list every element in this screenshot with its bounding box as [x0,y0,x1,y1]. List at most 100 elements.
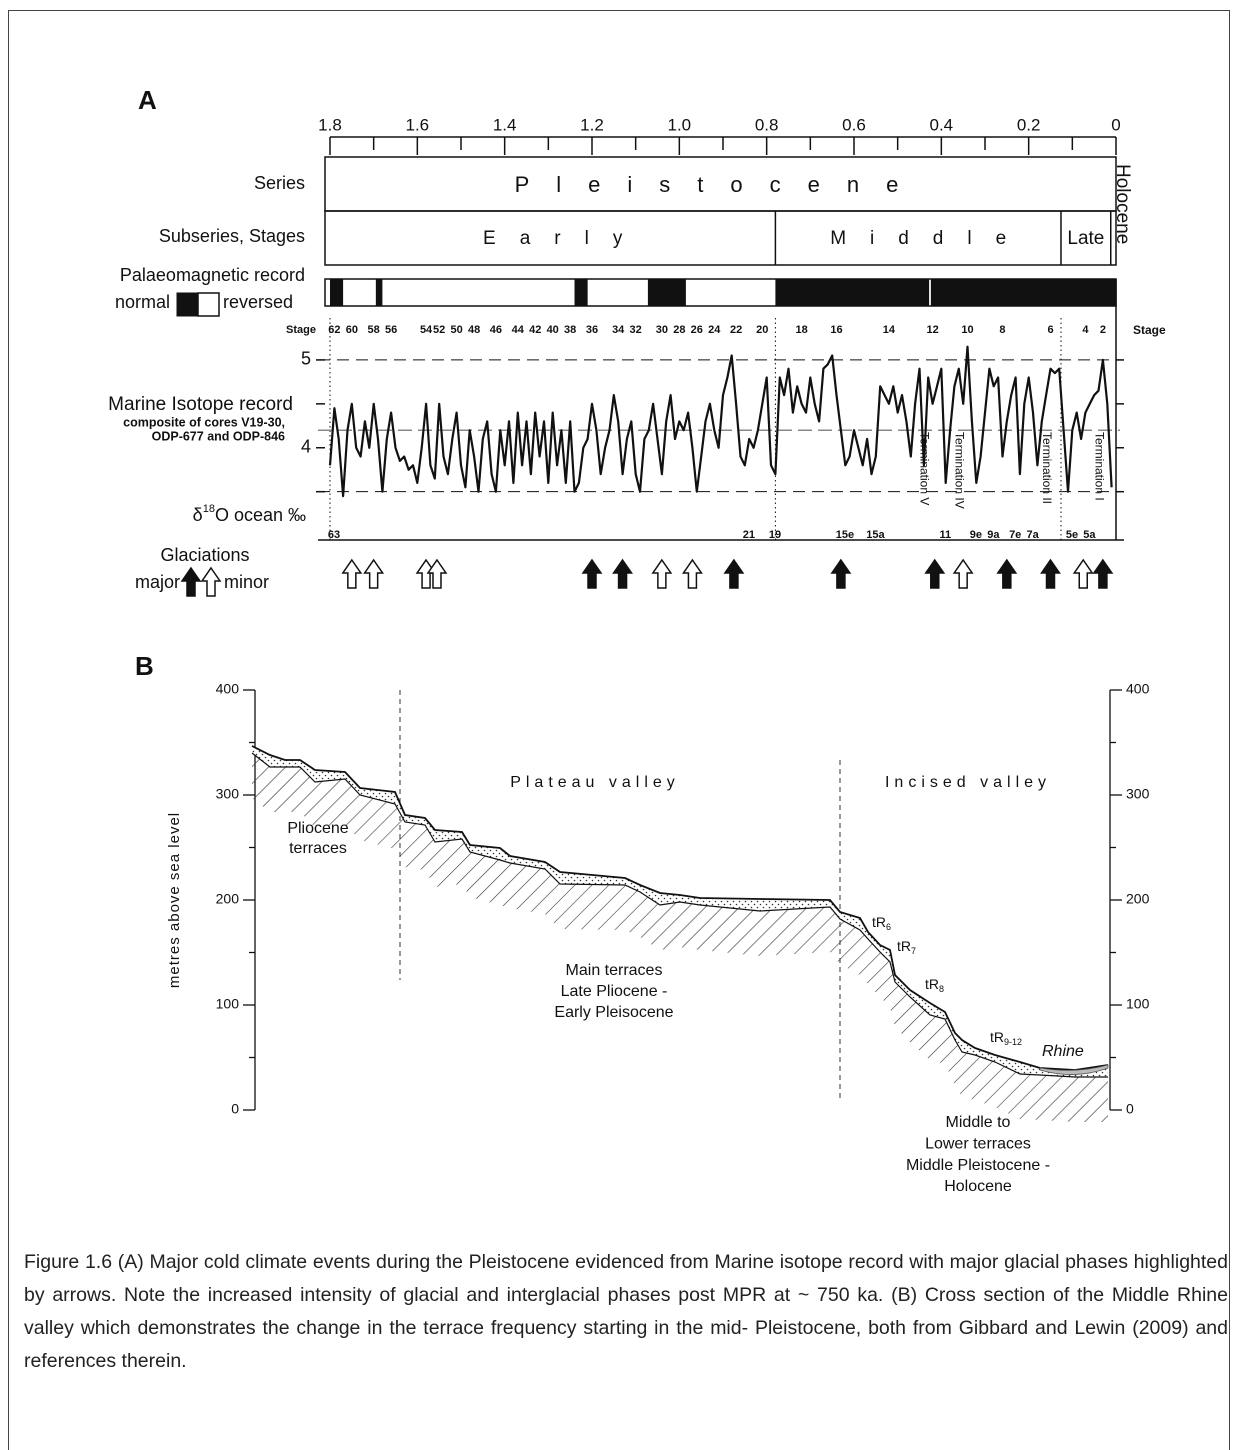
stage-number: 6 [1047,324,1053,336]
profile-label: Early Pleisocene [554,1004,673,1021]
termination-label: Termination IV [953,432,967,509]
terrace-deposit [252,746,1108,1077]
stage-number: 63 [328,529,340,541]
glaciation-label: Glaciations [160,545,249,565]
glaciation-label: major [135,572,180,592]
stage-number: 34 [612,324,625,336]
stage-number: 56 [385,324,397,336]
stage-number: 52 [433,324,445,336]
subseries-box [324,210,1117,266]
normal-polarity [647,279,686,306]
terrace-sub: 7 [911,946,916,956]
stage-number: 5e [1066,529,1078,541]
x-tick-label: 0.6 [842,115,866,134]
x-tick-label: 1.4 [493,115,517,134]
terrace-base: tR [990,1029,1004,1045]
normal-polarity [375,279,383,306]
stage-number: 9e [970,529,982,541]
y-tick-label: 300 [216,786,240,802]
legend-swatch [197,292,220,317]
y-tick-label: 400 [1126,681,1150,697]
stage-number: 32 [630,324,642,336]
stage-number: 2 [1100,324,1106,336]
minor-glaciation [682,558,703,589]
y-tick-label: 400 [216,681,240,697]
stage-number: 62 [328,324,340,336]
stage-number: 42 [529,324,541,336]
minor-glaciation [1072,558,1094,589]
normal-polarity [330,279,344,306]
stage-number: 12 [926,324,938,336]
y-tick-label: 200 [1126,891,1150,907]
axis-label-sup: 18 [203,503,215,515]
zone-label: Incised valley [885,774,1051,791]
major-glaciation [1092,558,1114,589]
terrace-label: tR6 [872,914,891,933]
y-tick-label: 0 [1126,1101,1134,1117]
profile-label: Holocene [944,1178,1012,1195]
stage-number: 38 [564,324,576,336]
bedrock-hatch [252,753,1108,1122]
stage-number: 46 [490,324,502,336]
stage-number: 15a [866,529,885,541]
isotope-curve [328,345,1113,498]
stage-number: 8 [999,324,1005,336]
unit-name: Middle [830,228,1030,249]
termination-label: Termination I [1092,432,1106,501]
stage-number: 54 [420,324,433,336]
terrace-label: tR9-12 [990,1029,1022,1048]
holocene-label: Holocene [1112,164,1133,244]
minor-glaciation [426,558,448,589]
y-axis-label: metres above sea level [166,812,183,988]
figure-frame [8,10,1230,1450]
stage-number: 30 [656,324,668,336]
terrace-sub: 6 [886,922,891,932]
terrace-sub: 9-12 [1004,1037,1022,1047]
stage-number: 50 [451,324,463,336]
normal-polarity [574,279,588,306]
major-glaciation [581,558,603,589]
stage-number: 48 [468,324,480,336]
stage-number: 44 [512,324,525,336]
major-glaciation [612,558,633,589]
terrace-base: tR [872,914,886,930]
legend-swatch [176,292,199,317]
y-tick-label: 4 [301,437,311,457]
profile-label: Lower terraces [925,1136,1031,1153]
stage-number: 11 [940,529,952,541]
y-tick-label: 100 [216,996,240,1012]
minor-glaciation [200,566,222,597]
major-glaciation [830,558,852,589]
panel-label: A [138,85,157,115]
river-label: Rhine [1042,1043,1084,1060]
stage-number: 15e [836,529,854,541]
stage-number: 19 [769,529,781,541]
isotope-axis-label: δ18O ocean ‰ [193,503,306,525]
figure: A B 1.8 1.6 1.4 1.2 1.0 0.8 0.6 0.4 0.2 0 Series Pl… [108,85,1166,1195]
normal-polarity [930,279,1116,306]
stage-number: 36 [586,324,598,336]
stage-number: 18 [795,324,807,336]
unit-name: Late [1067,228,1104,249]
y-tick-label: 300 [1126,786,1150,802]
row-label: Subseries, Stages [159,226,305,246]
bedrock-line [251,752,1108,1078]
stage-number: 9a [987,529,1000,541]
stage-number: 7a [1027,529,1040,541]
unit-name: Early [483,228,646,249]
stage-number: 60 [346,324,358,336]
axis-label-part: δ [193,505,203,525]
terrace-base: tR [897,938,911,954]
profile-label: terraces [289,840,347,857]
x-tick-label: 0.4 [930,115,954,134]
isotope-subtitle: ODP-677 and ODP-846 [152,429,285,443]
stage-number: 10 [961,324,973,336]
y-tick-label: 200 [216,891,240,907]
x-tick-label: 0 [1111,115,1120,134]
stage-label: Stage [1133,323,1166,337]
profile-label: Pliocene [287,820,348,837]
stage-number: 16 [830,324,842,336]
isotope-title: Marine Isotope record [108,394,293,415]
panel-label: B [135,651,154,681]
